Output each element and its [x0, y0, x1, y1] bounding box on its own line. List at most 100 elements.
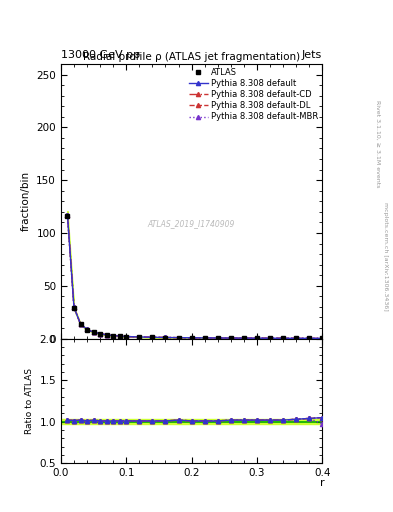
Pythia 8.308 default-MBR [281, 335, 285, 342]
Text: ATLAS_2019_I1740909: ATLAS_2019_I1740909 [148, 219, 235, 228]
ATLAS [320, 335, 325, 342]
Pythia 8.308 default-MBR [118, 333, 122, 339]
Pythia 8.308 default-DL [137, 334, 142, 340]
Title: Radial profile ρ (ATLAS jet fragmentation): Radial profile ρ (ATLAS jet fragmentatio… [83, 52, 300, 62]
Pythia 8.308 default-DL [202, 335, 207, 341]
ATLAS [215, 335, 220, 341]
Pythia 8.308 default [118, 333, 122, 339]
Pythia 8.308 default-MBR [150, 334, 155, 340]
Pythia 8.308 default [124, 333, 129, 339]
Pythia 8.308 default [65, 212, 70, 218]
Pythia 8.308 default-MBR [78, 321, 83, 327]
Pythia 8.308 default-CD [281, 335, 285, 342]
ATLAS [228, 335, 233, 341]
Pythia 8.308 default [150, 334, 155, 340]
Pythia 8.308 default-DL [320, 335, 325, 342]
Pythia 8.308 default-CD [320, 335, 325, 342]
Pythia 8.308 default-DL [150, 334, 155, 340]
ATLAS [163, 334, 168, 340]
Pythia 8.308 default [294, 335, 299, 342]
ATLAS [281, 335, 285, 342]
Pythia 8.308 default-CD [72, 304, 76, 310]
ATLAS [91, 329, 96, 335]
Pythia 8.308 default-DL [111, 332, 116, 338]
Text: mcplots.cern.ch [arXiv:1306.3436]: mcplots.cern.ch [arXiv:1306.3436] [383, 202, 387, 310]
Pythia 8.308 default-MBR [189, 335, 194, 341]
ATLAS [307, 335, 312, 342]
Pythia 8.308 default-MBR [241, 335, 246, 341]
ATLAS [124, 333, 129, 339]
Pythia 8.308 default [78, 321, 83, 327]
Pythia 8.308 default-CD [176, 334, 181, 340]
Pythia 8.308 default-DL [294, 335, 299, 342]
Line: ATLAS: ATLAS [65, 214, 325, 341]
X-axis label: r: r [320, 478, 325, 488]
ATLAS [118, 333, 122, 339]
Pythia 8.308 default-CD [98, 331, 103, 337]
Bar [61, 419, 322, 424]
Pythia 8.308 default [281, 335, 285, 342]
Pythia 8.308 default-CD [118, 333, 122, 339]
Line: Pythia 8.308 default-CD: Pythia 8.308 default-CD [65, 213, 324, 340]
ATLAS [294, 335, 299, 342]
Pythia 8.308 default-DL [163, 334, 168, 340]
Pythia 8.308 default-MBR [320, 335, 325, 342]
Pythia 8.308 default-DL [307, 335, 312, 342]
Legend: ATLAS, Pythia 8.308 default, Pythia 8.308 default-CD, Pythia 8.308 default-DL, P: ATLAS, Pythia 8.308 default, Pythia 8.30… [187, 67, 320, 123]
ATLAS [137, 334, 142, 340]
ATLAS [78, 321, 83, 327]
Line: Pythia 8.308 default-DL: Pythia 8.308 default-DL [65, 213, 324, 340]
Pythia 8.308 default-MBR [85, 327, 90, 333]
Pythia 8.308 default-CD [228, 335, 233, 341]
Pythia 8.308 default [163, 334, 168, 340]
Pythia 8.308 default-CD [163, 334, 168, 340]
Pythia 8.308 default-MBR [104, 332, 109, 338]
Text: Jets: Jets [302, 50, 322, 60]
Pythia 8.308 default-DL [176, 334, 181, 340]
ATLAS [85, 327, 90, 333]
Pythia 8.308 default-DL [104, 332, 109, 338]
Y-axis label: fraction/bin: fraction/bin [21, 171, 31, 231]
Pythia 8.308 default-DL [268, 335, 272, 342]
Pythia 8.308 default-MBR [202, 335, 207, 341]
ATLAS [255, 335, 259, 342]
ATLAS [65, 213, 70, 219]
Pythia 8.308 default-CD [189, 335, 194, 341]
ATLAS [241, 335, 246, 341]
Pythia 8.308 default-CD [294, 335, 299, 342]
Pythia 8.308 default-CD [111, 332, 116, 338]
Pythia 8.308 default-MBR [111, 332, 116, 338]
Pythia 8.308 default-CD [85, 327, 90, 333]
Pythia 8.308 default-MBR [215, 335, 220, 341]
Pythia 8.308 default-MBR [137, 334, 142, 340]
Pythia 8.308 default [255, 335, 259, 341]
Pythia 8.308 default-CD [65, 212, 70, 218]
Line: Pythia 8.308 default: Pythia 8.308 default [65, 213, 324, 340]
Pythia 8.308 default-CD [150, 334, 155, 340]
Pythia 8.308 default [320, 335, 325, 342]
Pythia 8.308 default-MBR [228, 335, 233, 341]
Pythia 8.308 default-CD [255, 335, 259, 341]
Pythia 8.308 default-DL [65, 212, 70, 218]
Text: 13000 GeV pp: 13000 GeV pp [61, 50, 140, 60]
Text: Rivet 3.1.10, ≥ 3.1M events: Rivet 3.1.10, ≥ 3.1M events [375, 100, 380, 187]
Pythia 8.308 default [72, 304, 76, 310]
ATLAS [189, 335, 194, 341]
Pythia 8.308 default-CD [307, 335, 312, 342]
Pythia 8.308 default [215, 335, 220, 341]
ATLAS [72, 305, 76, 311]
ATLAS [268, 335, 272, 342]
Pythia 8.308 default-CD [104, 332, 109, 338]
Pythia 8.308 default [268, 335, 272, 342]
Pythia 8.308 default [98, 331, 103, 337]
Pythia 8.308 default-MBR [72, 304, 76, 310]
Pythia 8.308 default-CD [215, 335, 220, 341]
Pythia 8.308 default [228, 335, 233, 341]
Pythia 8.308 default-DL [281, 335, 285, 342]
Pythia 8.308 default-DL [72, 304, 76, 310]
Pythia 8.308 default [91, 329, 96, 335]
Pythia 8.308 default [176, 334, 181, 340]
Pythia 8.308 default-DL [91, 329, 96, 335]
Pythia 8.308 default-DL [241, 335, 246, 341]
Pythia 8.308 default [202, 335, 207, 341]
